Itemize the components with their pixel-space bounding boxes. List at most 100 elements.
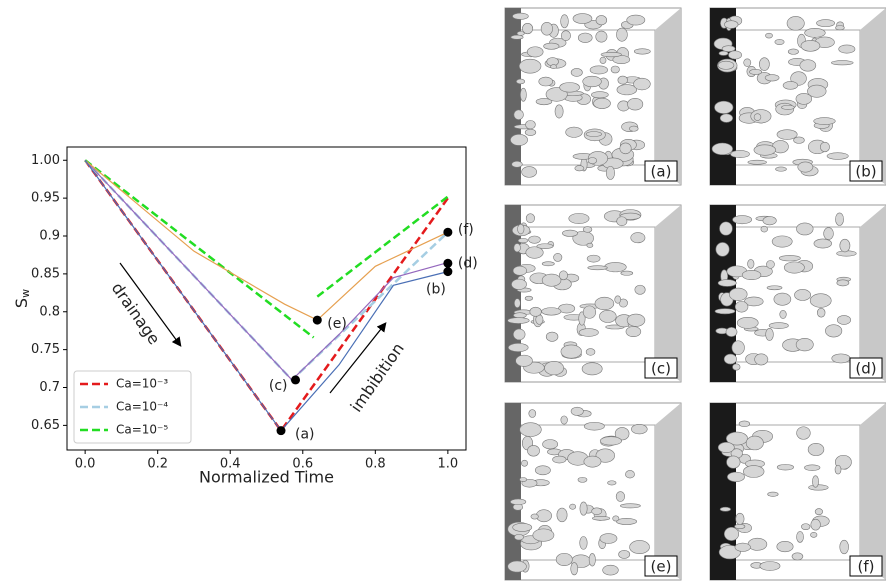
- image-panel: (a): [505, 8, 681, 185]
- phase-blob: [557, 508, 567, 522]
- phase-blob: [560, 83, 580, 93]
- image-panel: (d): [710, 205, 886, 382]
- phase-blob: [594, 98, 611, 108]
- phase-blob: [814, 239, 832, 248]
- phase-blob: [508, 318, 530, 324]
- y-axis-label: Sw: [12, 289, 33, 308]
- point-label: (e): [327, 316, 347, 332]
- phase-blob: [765, 33, 772, 38]
- phase-blob: [839, 45, 855, 53]
- phase-blob: [542, 274, 561, 286]
- phase-blob: [776, 167, 787, 171]
- phase-blob: [603, 565, 619, 575]
- phase-blob: [513, 523, 532, 531]
- panel-label: (a): [651, 163, 672, 181]
- phase-blob: [588, 157, 597, 163]
- phase-blob: [596, 31, 607, 42]
- phase-blob: [618, 76, 628, 84]
- phase-blob: [615, 296, 621, 303]
- phase-blob: [809, 485, 829, 491]
- phase-blob: [516, 355, 533, 366]
- phase-blob: [616, 28, 627, 41]
- phase-blob: [766, 260, 774, 268]
- phase-blob: [510, 134, 527, 145]
- legend: Ca=10⁻³Ca=10⁻⁴Ca=10⁻⁵: [74, 371, 191, 443]
- phase-blob: [631, 233, 645, 243]
- phase-blob: [571, 407, 583, 415]
- phase-blob: [735, 524, 745, 528]
- y-tick-label: 0.95: [31, 191, 60, 206]
- phase-blob: [733, 364, 741, 370]
- state-point: [443, 259, 452, 268]
- phase-blob: [761, 226, 768, 232]
- phase-blob: [555, 105, 563, 118]
- legend-label: Ca=10⁻³: [116, 377, 168, 391]
- x-axis-label: Normalized Time: [199, 468, 334, 487]
- phase-blob: [755, 354, 768, 365]
- phase-blob: [827, 153, 848, 160]
- phase-blob: [520, 88, 526, 101]
- panel-right-face: [860, 403, 886, 580]
- phase-blob: [514, 299, 520, 308]
- phase-blob: [735, 543, 750, 551]
- phase-blob: [619, 550, 630, 558]
- phase-blob: [837, 315, 850, 324]
- phase-blob: [748, 160, 767, 164]
- phase-blob: [544, 361, 563, 375]
- phase-blob: [600, 437, 621, 445]
- phase-blob: [810, 294, 831, 308]
- phase-blob: [728, 51, 741, 59]
- legend-label: Ca=10⁻⁵: [116, 423, 168, 437]
- phase-blob: [587, 255, 600, 262]
- y-tick-label: 0.65: [31, 418, 60, 433]
- phase-blob: [712, 143, 733, 155]
- phase-blob: [769, 323, 788, 329]
- phase-blob: [617, 217, 627, 226]
- phase-blob: [578, 33, 592, 43]
- phase-blob: [736, 513, 744, 524]
- phase-blob: [720, 114, 732, 123]
- phase-blob: [600, 57, 606, 63]
- state-point: [443, 228, 452, 237]
- drainage-label: drainage: [108, 279, 164, 348]
- point-label: (d): [458, 255, 478, 271]
- phase-blob: [566, 127, 583, 137]
- phase-blob: [811, 519, 821, 530]
- phase-blob: [801, 40, 820, 51]
- phase-blob: [718, 442, 734, 452]
- imbibition-label: imbibition: [346, 339, 407, 415]
- phase-blob: [525, 120, 535, 129]
- phase-blob: [525, 296, 533, 300]
- phase-blob: [584, 422, 604, 430]
- phase-blob: [513, 329, 525, 340]
- phase-blob: [784, 262, 804, 273]
- phase-blob: [631, 424, 647, 434]
- panel-label: (d): [855, 360, 876, 378]
- phase-blob: [573, 14, 592, 24]
- phase-blob: [820, 142, 829, 152]
- phase-blob: [796, 223, 813, 235]
- phase-blob: [527, 47, 543, 57]
- phase-blob: [543, 440, 558, 449]
- panel-right-face: [860, 205, 886, 382]
- phase-blob: [512, 13, 528, 19]
- phase-blob: [742, 270, 761, 279]
- phase-blob: [840, 540, 849, 554]
- phase-blob: [766, 328, 774, 340]
- phase-blob: [621, 271, 633, 275]
- x-tick-label: 1.0: [438, 457, 459, 472]
- phase-blob: [582, 363, 602, 375]
- phase-blob: [537, 244, 553, 249]
- phase-blob: [584, 456, 601, 467]
- phase-blob: [767, 286, 782, 290]
- phase-blob: [743, 466, 764, 478]
- phase-blob: [810, 532, 817, 537]
- state-point: [277, 426, 286, 435]
- image-panels: (a)(b)(c)(d)(e)(f): [505, 8, 886, 580]
- phase-blob: [814, 118, 836, 125]
- panel-label: (e): [651, 558, 672, 576]
- figure: 0.00.20.40.60.81.00.650.70.750.80.850.90…: [0, 0, 886, 582]
- phase-blob: [606, 166, 614, 179]
- phase-blob: [510, 499, 526, 505]
- phase-blob: [578, 477, 587, 482]
